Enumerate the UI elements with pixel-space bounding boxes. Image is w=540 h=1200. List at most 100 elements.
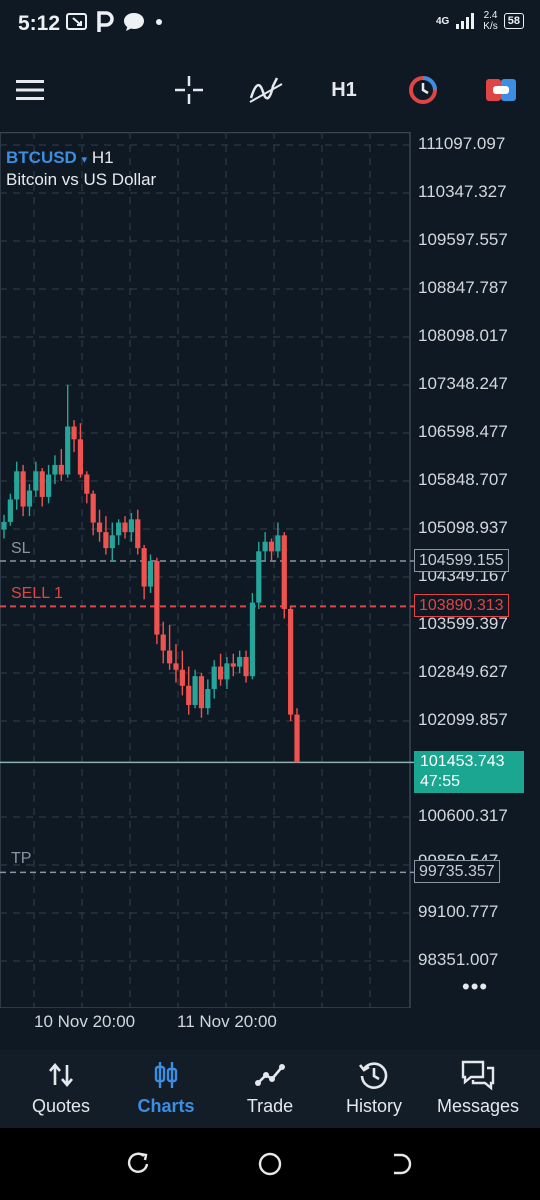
candle xyxy=(84,471,90,504)
messages-icon xyxy=(461,1060,495,1091)
candle xyxy=(109,522,115,561)
timeframe-button[interactable]: H1 xyxy=(331,78,357,101)
nav-trade[interactable]: Trade xyxy=(218,1050,322,1128)
candle xyxy=(205,679,211,715)
candle xyxy=(147,554,154,593)
candle xyxy=(33,461,39,497)
sell-line-label: SELL 1 xyxy=(11,585,63,602)
one-click-trading-button[interactable] xyxy=(402,60,444,120)
candle xyxy=(268,538,275,561)
status-time: 5:12 xyxy=(18,12,61,35)
status-bar: 5:12 4G 2.4 K/s 58 xyxy=(0,0,540,48)
candle xyxy=(154,557,160,645)
recent-apps-button[interactable] xyxy=(118,1148,158,1180)
chart-area[interactable] xyxy=(0,132,540,1008)
candle xyxy=(58,448,64,481)
x-tick-label: 11 Nov 20:00 xyxy=(177,1012,277,1031)
hamburger-icon xyxy=(16,80,44,100)
more-options-button[interactable]: ••• xyxy=(462,974,489,999)
nav-trade-label: Trade xyxy=(246,1096,294,1116)
candle xyxy=(192,669,198,709)
indicators-button[interactable] xyxy=(244,60,288,120)
nav-messages-label: Messages xyxy=(436,1096,520,1116)
candle xyxy=(294,708,300,763)
plot-frame xyxy=(0,132,411,1008)
candle xyxy=(39,468,45,507)
y-tick-label: 108098.017 xyxy=(418,326,508,345)
candle xyxy=(20,464,26,517)
nav-messages[interactable]: Messages xyxy=(426,1050,530,1128)
price-chart[interactable] xyxy=(0,132,540,1008)
home-button[interactable] xyxy=(250,1148,290,1180)
nav-history[interactable]: History xyxy=(322,1050,426,1128)
chart-symbol[interactable]: BTCUSD ▾ H1 xyxy=(6,148,114,168)
crosshair-button[interactable] xyxy=(168,60,210,120)
sell-price-tag[interactable]: 103890.313 xyxy=(414,594,509,617)
y-tick-label: 102849.627 xyxy=(418,662,508,681)
candle xyxy=(71,420,77,453)
back-icon xyxy=(394,1153,412,1175)
y-tick-label: 110347.327 xyxy=(418,182,507,201)
recent-apps-icon xyxy=(127,1152,149,1173)
candle xyxy=(96,509,103,542)
speed-value: 2.4 xyxy=(483,10,498,21)
nav-quotes[interactable]: Quotes xyxy=(9,1050,113,1128)
candle xyxy=(186,666,192,715)
candle xyxy=(135,509,141,555)
candle xyxy=(230,653,236,677)
chat-bubble-icon xyxy=(124,13,144,31)
indicators-icon xyxy=(249,77,283,103)
menu-button[interactable] xyxy=(10,60,50,120)
symbol-description: Bitcoin vs US Dollar xyxy=(6,170,157,189)
candle xyxy=(167,624,173,670)
trade-toggle-icon xyxy=(486,79,516,101)
candle xyxy=(14,461,20,510)
y-tick-label: 107348.247 xyxy=(418,374,508,393)
nav-charts[interactable]: Charts xyxy=(114,1050,218,1128)
candle xyxy=(77,423,84,478)
tp-price-tag[interactable]: 99735.357 xyxy=(414,860,500,883)
candle xyxy=(262,532,268,561)
trade-toggle-button[interactable] xyxy=(480,60,522,120)
system-navigation-bar xyxy=(0,1128,540,1200)
tp-line-label: TP xyxy=(11,850,32,867)
sl-price-tag[interactable]: 104599.155 xyxy=(414,549,509,572)
y-tick-label: 103599.397 xyxy=(418,614,508,633)
candle xyxy=(65,384,71,478)
candle xyxy=(103,516,109,555)
candle xyxy=(243,650,249,683)
candle xyxy=(141,544,147,600)
current-price-tag: 101453.743 47:55 xyxy=(414,751,524,793)
y-tick-label: 98351.007 xyxy=(418,950,499,969)
nav-charts-label: Charts xyxy=(137,1096,195,1116)
y-tick-label: 111097.097 xyxy=(418,134,506,153)
network-speed: 2.4 K/s xyxy=(483,10,497,32)
y-tick-label: 106598.477 xyxy=(418,422,508,441)
notification-icons xyxy=(66,11,164,33)
candle xyxy=(237,650,243,673)
candle xyxy=(90,490,96,536)
y-tick-label: 100600.317 xyxy=(418,806,508,825)
candle xyxy=(288,605,294,721)
candle xyxy=(45,464,52,504)
charts-icon xyxy=(154,1062,178,1088)
dot-icon xyxy=(156,19,162,25)
chart-toolbar: H1 xyxy=(0,60,540,120)
timer-icon xyxy=(409,76,437,104)
back-button[interactable] xyxy=(382,1148,422,1180)
candle xyxy=(1,514,7,539)
candle xyxy=(52,455,58,485)
y-tick-label: 109597.557 xyxy=(418,230,508,249)
network-type: 4G xyxy=(435,15,450,27)
p-app-icon xyxy=(97,11,114,32)
candle xyxy=(122,516,128,539)
symbol-dropdown-icon: ▾ xyxy=(81,154,88,166)
y-tick-label: 108847.787 xyxy=(418,278,508,297)
candle xyxy=(160,621,166,664)
nav-quotes-label: Quotes xyxy=(31,1096,91,1116)
current-price: 101453.743 xyxy=(420,753,505,770)
battery-icon: 58 xyxy=(503,13,524,29)
candle xyxy=(256,541,262,609)
candle xyxy=(179,650,185,696)
candle xyxy=(249,592,256,680)
